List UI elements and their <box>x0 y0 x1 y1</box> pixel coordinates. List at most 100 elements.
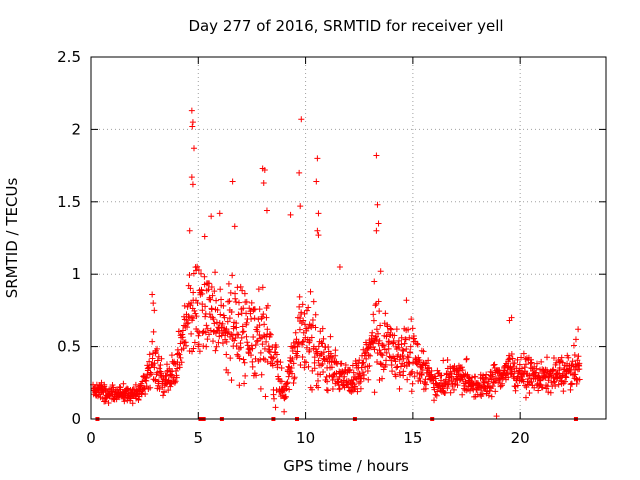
data-point <box>414 341 421 348</box>
data-point <box>360 359 367 366</box>
data-point <box>314 227 321 234</box>
data-point <box>240 328 247 335</box>
data-point <box>444 356 451 363</box>
data-point <box>570 342 577 349</box>
data-point <box>383 333 390 340</box>
data-point <box>329 376 336 383</box>
data-point <box>315 210 322 217</box>
data-point <box>176 351 183 358</box>
data-point <box>243 298 250 305</box>
data-point <box>459 391 466 398</box>
data-point <box>463 355 470 362</box>
data-point <box>273 344 280 351</box>
data-point <box>286 386 293 393</box>
data-point <box>168 352 175 359</box>
data-point <box>217 286 224 293</box>
data-point <box>288 365 295 372</box>
data-point <box>204 325 211 332</box>
data-point <box>206 311 213 318</box>
data-point <box>567 386 574 393</box>
data-point <box>247 308 254 315</box>
grid <box>91 57 606 419</box>
data-point <box>289 370 296 377</box>
data-point <box>567 366 574 373</box>
data-point <box>380 342 387 349</box>
data-point <box>428 367 435 374</box>
data-point <box>485 392 492 399</box>
data-point <box>319 325 326 332</box>
data-point <box>178 359 185 366</box>
data-point <box>538 358 545 365</box>
data-point <box>243 319 250 326</box>
data-point <box>418 372 425 379</box>
data-point <box>260 311 267 318</box>
data-point <box>401 340 408 347</box>
data-point <box>189 119 196 126</box>
data-point <box>467 377 474 384</box>
data-point <box>389 368 396 375</box>
data-point <box>241 380 248 387</box>
data-point <box>516 361 523 368</box>
data-point <box>186 271 193 278</box>
data-point <box>403 297 410 304</box>
data-point <box>426 364 433 371</box>
data-point <box>352 375 359 382</box>
data-point <box>300 338 307 345</box>
data-point <box>201 233 208 240</box>
data-point <box>177 354 184 361</box>
data-point <box>373 152 380 159</box>
data-point <box>357 385 364 392</box>
data-point <box>236 355 243 362</box>
data-point <box>496 376 503 383</box>
data-point <box>239 329 246 336</box>
data-point <box>420 348 427 355</box>
data-point <box>553 371 560 378</box>
data-point <box>154 369 161 376</box>
data-point <box>575 326 582 333</box>
data-point <box>408 388 415 395</box>
data-point <box>314 155 321 162</box>
x-tick-label: 20 <box>511 429 530 447</box>
data-point <box>522 361 529 368</box>
data-point <box>373 336 380 343</box>
data-point <box>511 368 518 375</box>
data-point <box>336 385 343 392</box>
data-point <box>200 343 207 350</box>
data-point <box>344 381 351 388</box>
data-point <box>295 340 302 347</box>
data-point <box>397 363 404 370</box>
data-point <box>383 357 390 364</box>
data-point <box>117 384 124 391</box>
data-point <box>256 322 263 329</box>
data-point <box>190 345 197 352</box>
data-point <box>229 272 236 279</box>
data-point <box>266 330 273 337</box>
data-point <box>432 375 439 382</box>
data-point <box>231 337 238 344</box>
data-point <box>305 304 312 311</box>
data-point <box>408 370 415 377</box>
data-point <box>511 360 518 367</box>
data-point <box>526 372 533 379</box>
data-point <box>533 365 540 372</box>
data-point <box>219 340 226 347</box>
data-point <box>201 273 208 280</box>
data-point <box>161 388 168 395</box>
data-point <box>307 288 314 295</box>
data-point <box>225 280 232 287</box>
data-point <box>296 303 303 310</box>
data-point <box>151 307 158 314</box>
data-point <box>482 374 489 381</box>
data-point <box>198 286 205 293</box>
data-point <box>299 301 306 308</box>
data-point <box>193 313 200 320</box>
data-point <box>576 360 583 367</box>
data-point <box>189 123 196 130</box>
data-point <box>236 382 243 389</box>
data-point <box>409 368 416 375</box>
data-point <box>214 306 221 313</box>
data-point <box>210 338 217 345</box>
data-point <box>469 374 476 381</box>
data-point <box>405 326 412 333</box>
data-point <box>488 393 495 400</box>
